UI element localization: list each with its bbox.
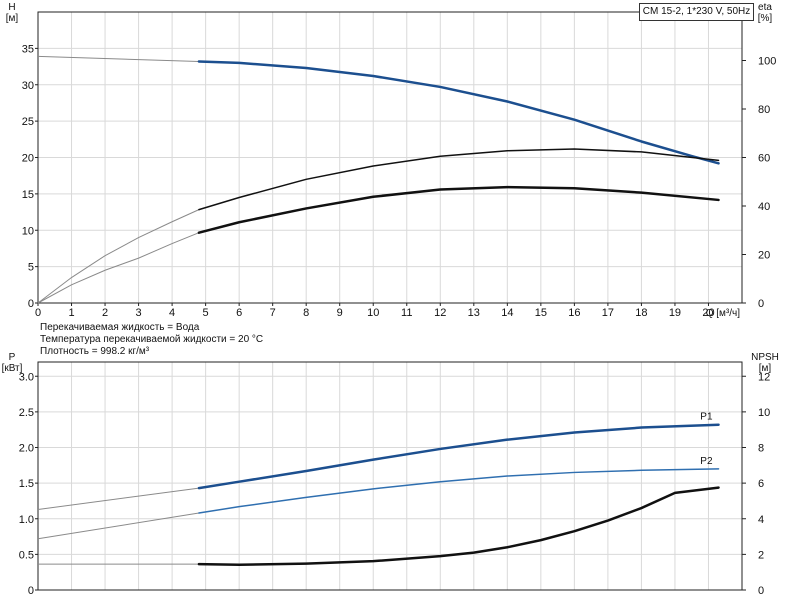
curve-line [198,468,720,514]
x-axis-label: Q [м³/ч] [706,308,741,319]
y-left-tick-label: 2.5 [19,407,34,419]
y-right-axis-unit: [м] [759,363,772,374]
plot-frame [37,361,743,591]
y-right-axis-label: NPSH [751,352,779,363]
x-tick-label: 15 [535,307,547,319]
x-tick-label: 1 [68,307,74,319]
x-tick-label: 10 [367,307,379,319]
y-left-axis-unit: [кВт] [2,363,23,374]
liquid-info-line: Температура перекачиваемой жидкости = 20… [40,334,264,345]
y-left-tick-label: 2.0 [19,443,34,455]
y-right-tick-label: 4 [758,514,764,526]
curve-extrapolated-segment [37,232,200,304]
curve-line [197,60,720,165]
x-tick-label: 9 [337,307,343,319]
x-tick-label: 16 [568,307,580,319]
x-tick-label: 4 [169,307,175,319]
y-left-tick-label: 25 [22,116,34,128]
curve-line [197,486,720,566]
x-tick-label: 12 [434,307,446,319]
y-left-tick-label: 20 [22,153,34,165]
y-right-tick-label: 60 [758,153,770,165]
y-right-tick-label: 80 [758,104,770,116]
x-tick-label: 20 [702,307,714,319]
y-right-tick-label: 2 [758,549,764,561]
y-left-tick-label: 0 [28,298,34,310]
y-left-tick-label: 0 [28,585,34,597]
curve-line [197,423,720,490]
liquid-info-line: Плотность = 998.2 кг/м³ [40,346,150,357]
y-left-axis-unit: [м] [6,13,19,24]
y-left-tick-label: 15 [22,189,34,201]
x-tick-label: 2 [102,307,108,319]
y-right-tick-label: 6 [758,478,764,490]
curve-extrapolated-segment [37,209,200,304]
y-left-tick-label: 0.5 [19,549,34,561]
curve-line [197,185,720,234]
x-tick-label: 13 [468,307,480,319]
x-tick-label: 6 [236,307,242,319]
x-tick-label: 14 [501,307,513,319]
x-tick-label: 5 [203,307,209,319]
y-left-tick-label: 3.0 [19,371,34,383]
y-left-tick-label: 10 [22,225,34,237]
y-left-tick-label: 1.5 [19,478,34,490]
y-right-tick-label: 10 [758,407,770,419]
x-tick-label: 18 [635,307,647,319]
y-right-tick-label: 12 [758,371,770,383]
x-tick-label: 0 [35,307,41,319]
y-right-tick-label: 0 [758,298,764,310]
y-right-axis-label: eta [758,2,772,13]
curve-line [198,148,720,211]
series-label: P2 [700,456,713,467]
x-tick-label: 19 [669,307,681,319]
curve-extrapolated-segment [37,512,199,540]
liquid-info: Перекачиваемая жидкость = Вода Температу… [40,322,263,358]
x-tick-label: 7 [270,307,276,319]
y-left-tick-label: 35 [22,43,34,55]
y-left-axis-label: H [8,2,15,13]
y-right-tick-label: 40 [758,201,770,213]
pump-model-label: CM 15-2, 1*230 V, 50Hz [639,3,754,21]
liquid-info-line: Перекачиваемая жидкость = Вода [40,322,200,333]
y-right-tick-label: 8 [758,443,764,455]
y-left-tick-label: 1.0 [19,514,34,526]
curve-extrapolated-segment [37,487,199,510]
y-left-axis-label: P [9,352,16,363]
y-left-tick-label: 5 [28,262,34,274]
y-right-tick-label: 20 [758,250,770,262]
curve-extrapolated-segment [37,55,199,62]
y-right-tick-label: 100 [758,56,776,68]
y-right-axis-unit: [%] [758,13,773,24]
y-left-tick-label: 30 [22,80,34,92]
x-tick-label: 17 [602,307,614,319]
x-tick-label: 8 [303,307,309,319]
y-right-tick-label: 0 [758,585,764,597]
series-label: P1 [700,412,713,423]
x-tick-label: 11 [401,307,412,319]
x-tick-label: 3 [136,307,142,319]
